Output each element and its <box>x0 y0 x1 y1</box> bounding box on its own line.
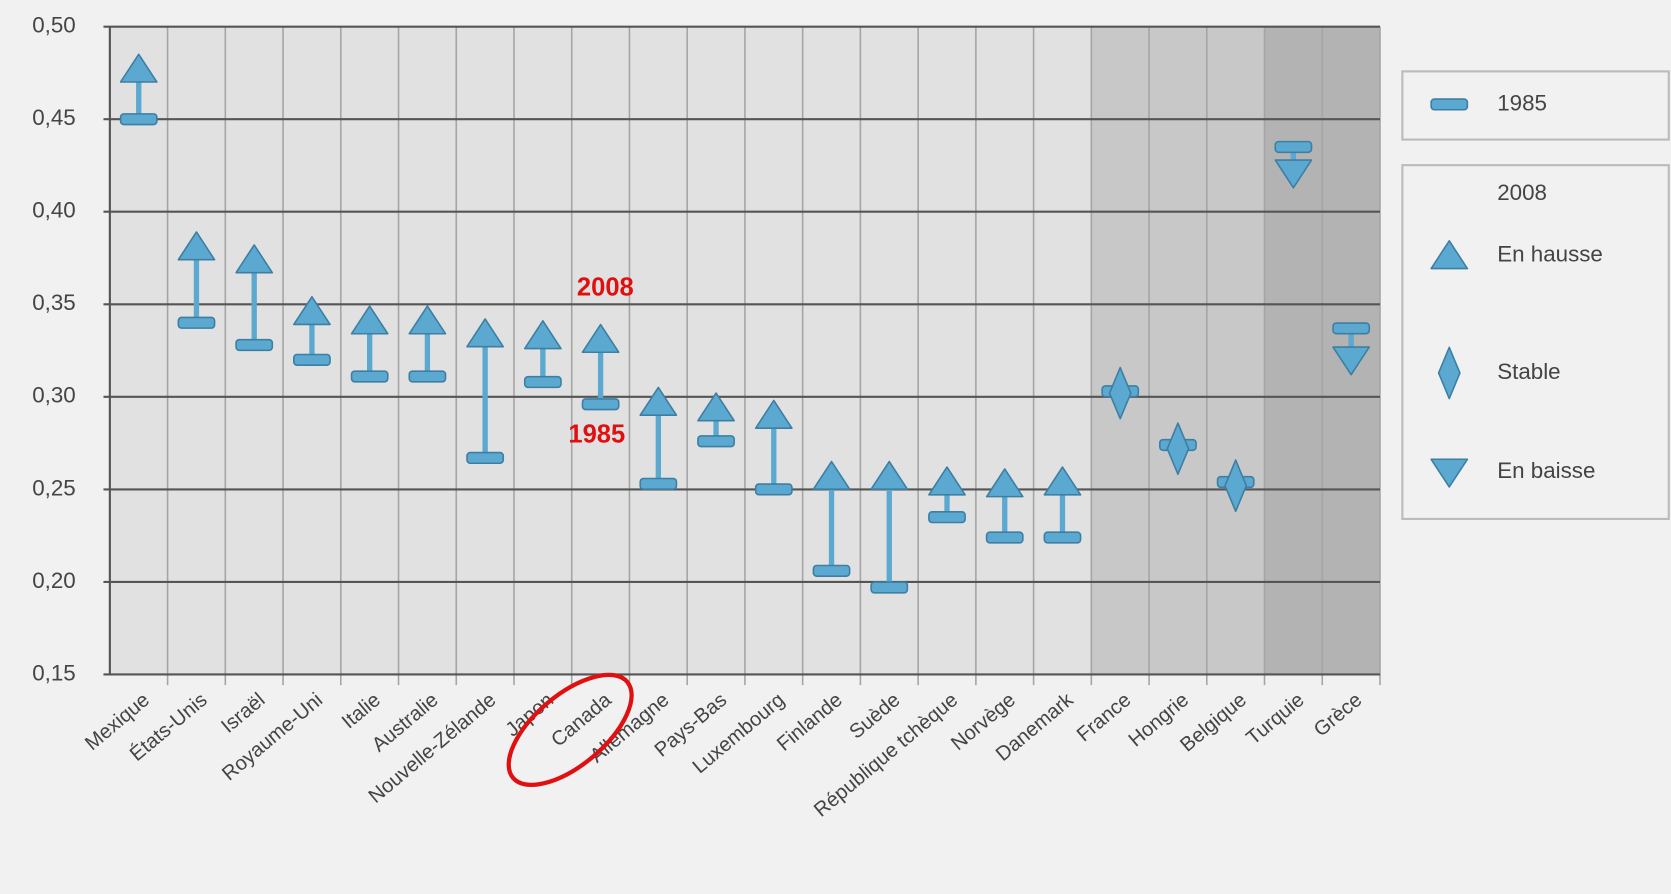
marker-up <box>985 468 1024 498</box>
y-tick-label: 0,20 <box>32 568 76 593</box>
marker-up <box>1043 466 1082 496</box>
y-tick-label: 0,50 <box>32 13 76 38</box>
legend: 1985 2008 En hausse Stable En baisse <box>1430 90 1603 488</box>
column-background <box>629 26 688 675</box>
column-background <box>1206 26 1265 675</box>
marker-1985 <box>1430 98 1469 111</box>
marker-up <box>523 320 562 350</box>
marker-1985 <box>466 451 505 465</box>
marker-up <box>1430 240 1469 270</box>
marker-stable <box>1166 422 1190 476</box>
marker-1985 <box>408 370 447 383</box>
legend-label: Stable <box>1497 359 1560 384</box>
column-background <box>1149 26 1207 675</box>
marker-1985 <box>523 375 562 389</box>
marker-1985 <box>870 581 909 594</box>
marker-up <box>293 295 331 326</box>
marker-down <box>1274 159 1313 189</box>
grid: 0,15 0,20 0,25 0,30 0,35 0,40 0,45 0,50 <box>32 13 1381 685</box>
y-tick-label: 0,35 <box>32 290 76 315</box>
column-background <box>1091 26 1150 675</box>
x-tick-label: Israël <box>217 689 269 738</box>
marker-stable <box>1437 346 1461 400</box>
marker-1985 <box>177 316 216 329</box>
marker-1985 <box>1274 140 1313 154</box>
y-tick-label: 0,15 <box>32 660 76 685</box>
column-background <box>1264 26 1323 675</box>
marker-up <box>697 392 735 422</box>
annotation: 2008 <box>577 274 634 302</box>
marker-down <box>1332 346 1371 376</box>
marker-down <box>1430 458 1469 488</box>
marker-1985 <box>754 483 793 496</box>
column-background <box>109 26 168 675</box>
y-tick-label: 0,45 <box>32 105 76 130</box>
marker-1985 <box>697 435 735 448</box>
marker-1985 <box>235 338 274 352</box>
marker-up <box>754 399 793 429</box>
x-tick-label: Grèce <box>1310 689 1366 741</box>
marker-1985 <box>1332 322 1371 335</box>
annotation: 1985 <box>568 421 625 449</box>
legend-label: En hausse <box>1497 242 1603 267</box>
x-tick-label: Italie <box>338 689 385 733</box>
marker-1985 <box>119 113 158 126</box>
marker-up <box>177 231 216 261</box>
y-tick-label: 0,30 <box>32 383 76 408</box>
marker-up <box>119 53 158 83</box>
marker-1985 <box>928 511 966 524</box>
legend-label: 1985 <box>1497 90 1547 115</box>
marker-1985 <box>985 531 1024 544</box>
marker-up <box>812 460 851 491</box>
marker-up <box>581 323 620 354</box>
marker-up <box>466 318 505 348</box>
marker-up <box>408 305 447 335</box>
marker-up <box>870 460 909 491</box>
legend-label: En baisse <box>1497 458 1595 483</box>
column-background <box>744 26 803 675</box>
column-background <box>687 26 745 675</box>
column-background <box>1033 26 1092 675</box>
column-background <box>802 26 861 675</box>
x-tick-label: Belgique <box>1176 689 1250 756</box>
marker-1985 <box>293 353 331 366</box>
marker-up <box>235 244 274 274</box>
marker-stable <box>1224 459 1248 513</box>
marker-up <box>639 386 678 416</box>
y-tick-label: 0,40 <box>32 198 76 223</box>
marker-1985 <box>639 477 678 490</box>
legend-title: 2008 <box>1497 180 1547 205</box>
x-tick-label: Turquie <box>1242 689 1308 749</box>
marker-1985 <box>350 370 389 383</box>
marker-1985 <box>581 398 620 411</box>
column-background <box>975 26 1034 675</box>
column-background <box>167 26 226 675</box>
marker-1985 <box>1043 531 1082 544</box>
marker-up <box>928 466 966 496</box>
marker-stable <box>1108 366 1132 420</box>
marker-up <box>350 305 389 335</box>
marker-1985 <box>812 564 851 577</box>
column-background <box>918 26 976 675</box>
highlight-ellipse <box>506 672 634 788</box>
x-tick-label: Royaume-Uni <box>218 689 327 785</box>
x-tick-label: Finlande <box>773 689 847 756</box>
y-tick-label: 0,25 <box>32 475 76 500</box>
